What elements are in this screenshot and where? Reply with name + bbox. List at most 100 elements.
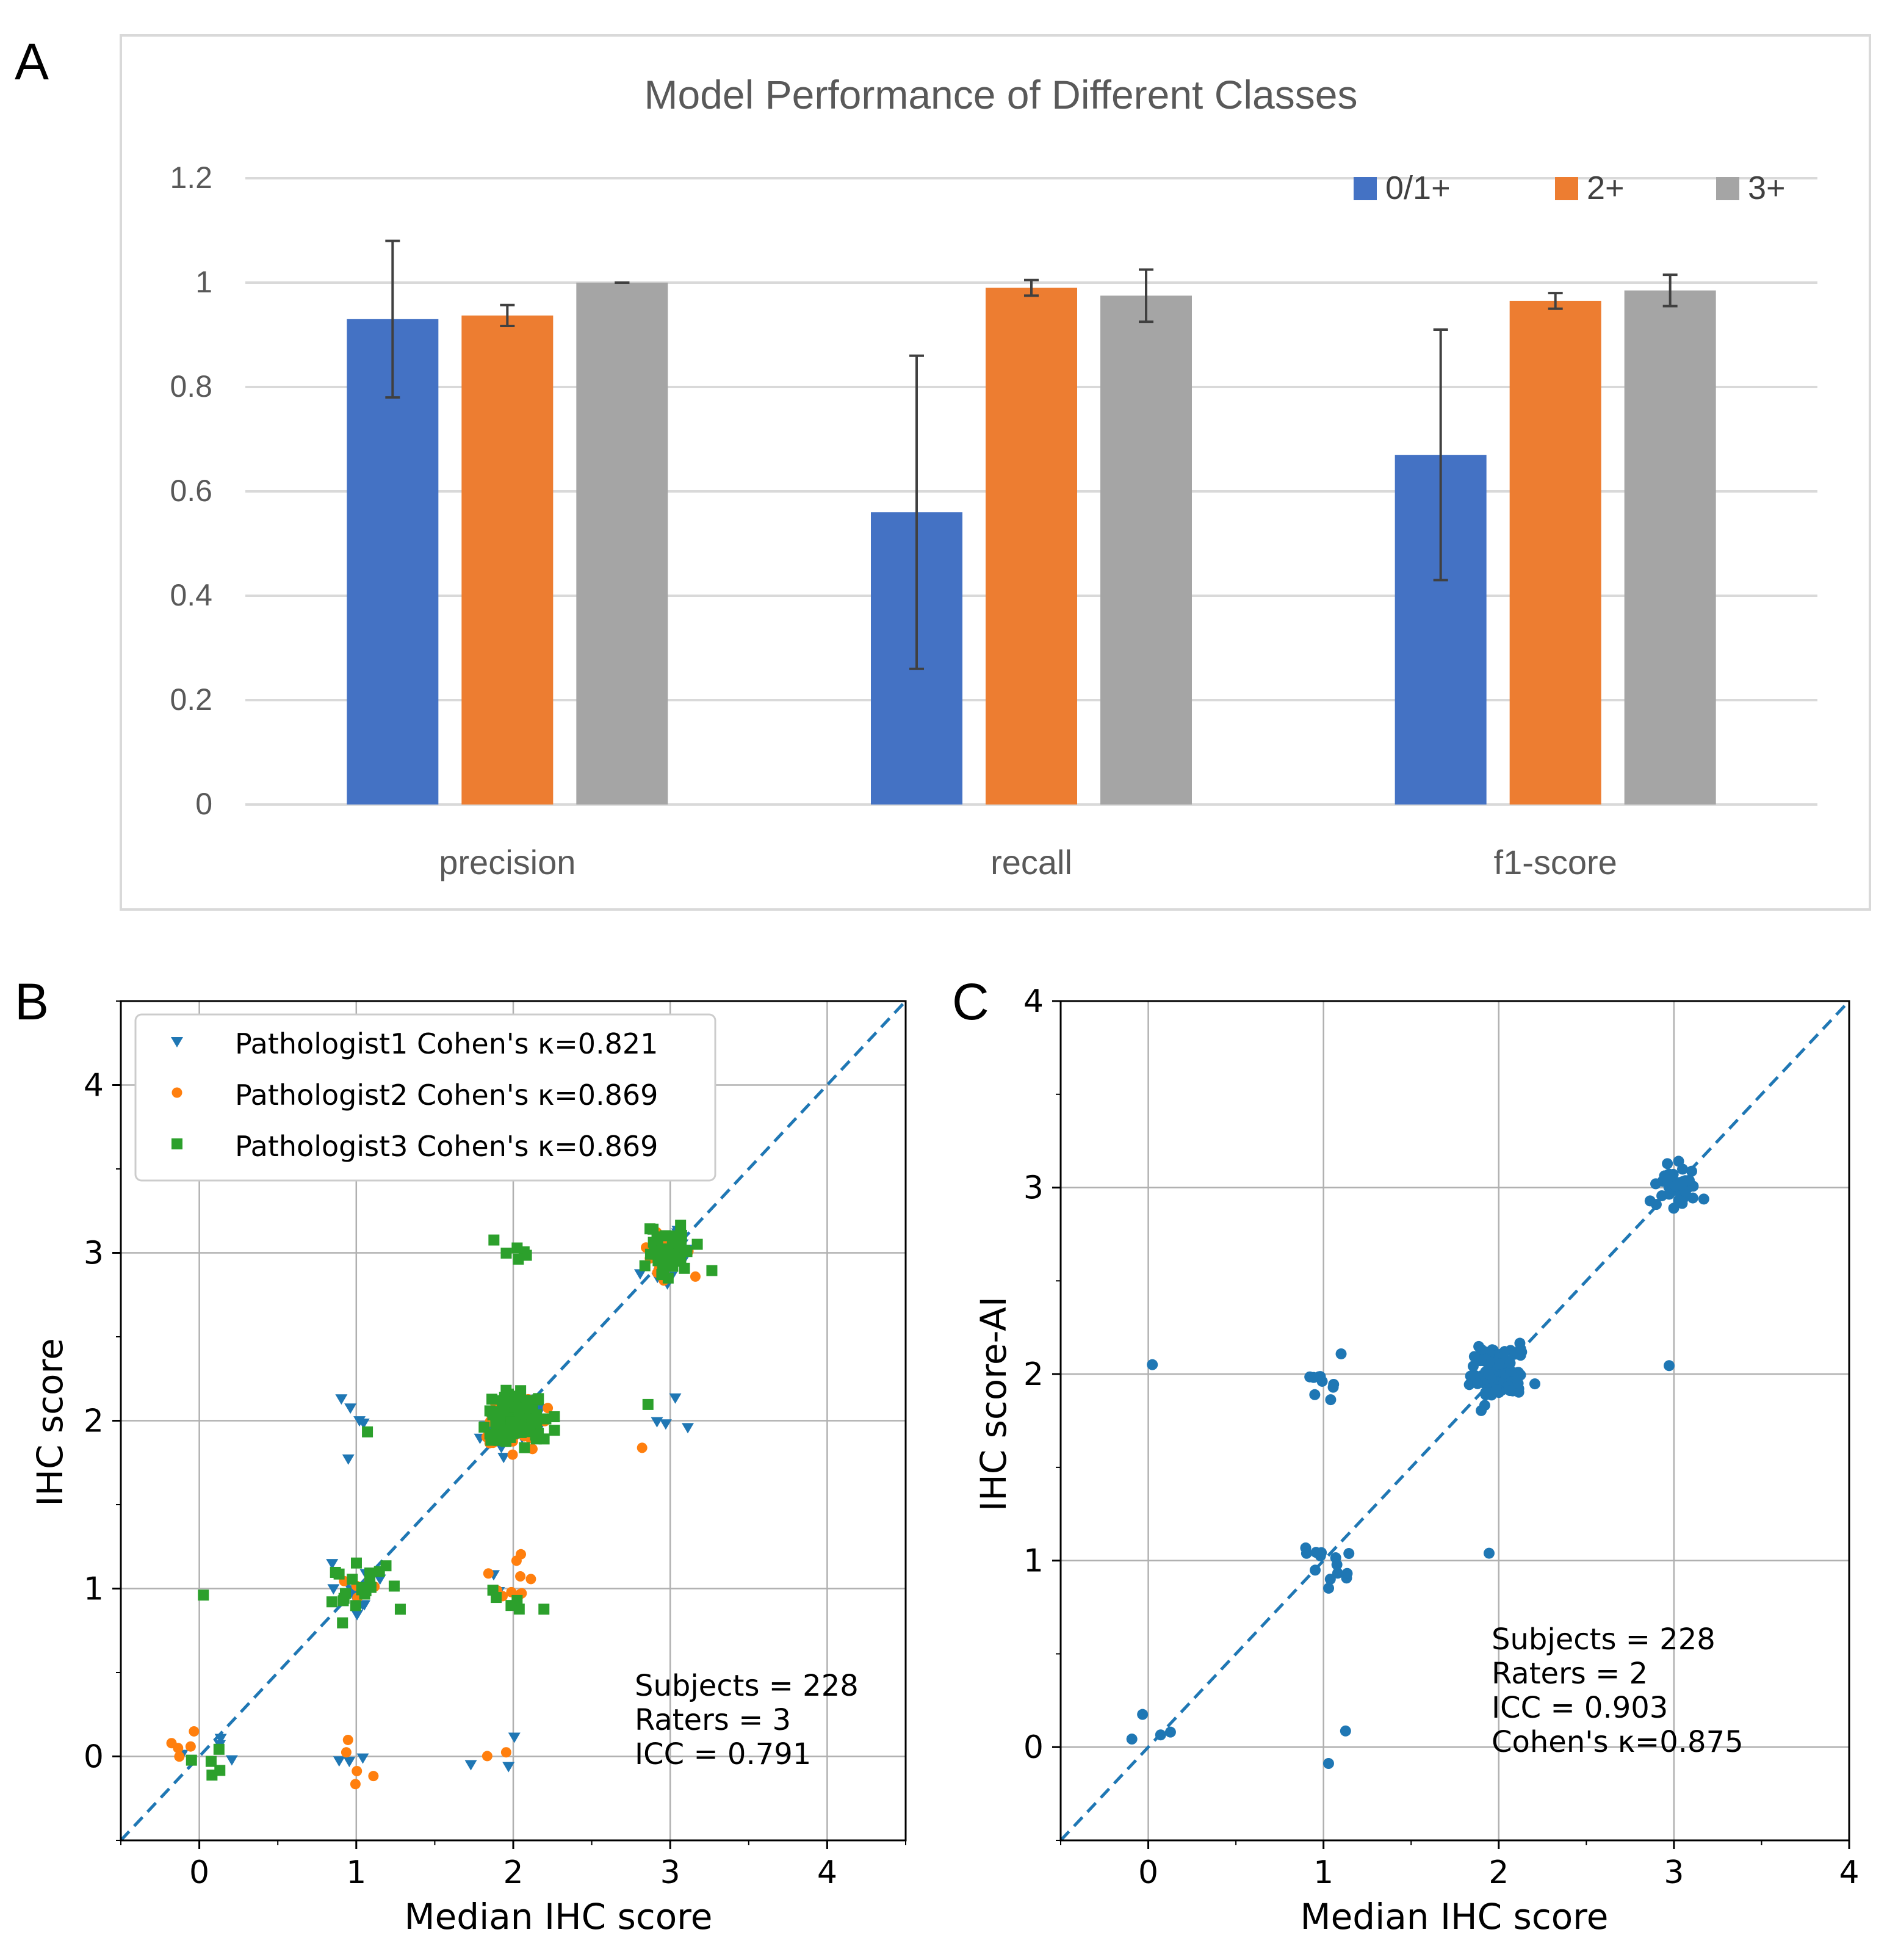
bar-chart-panel-a: Model Performance of Different Classes 0…	[120, 34, 1871, 911]
chart-b-x-label: Median IHC score	[405, 1896, 713, 1937]
chart-b-point	[205, 1756, 217, 1767]
chart-c-point	[1324, 1574, 1336, 1585]
chart-b-point	[368, 1771, 379, 1782]
chart-c-point	[1341, 1568, 1353, 1579]
chart-c-point	[1664, 1360, 1675, 1372]
chart-c-point	[1322, 1758, 1334, 1770]
chart-a-bar	[1509, 300, 1601, 805]
chart-c-point	[1300, 1542, 1312, 1553]
chart-b-point	[364, 1568, 376, 1579]
chart-a-x-tick-label: f1-score	[1494, 843, 1617, 881]
chart-c-point	[1698, 1193, 1709, 1205]
chart-b-point	[658, 1263, 669, 1275]
chart-c-point	[1164, 1726, 1176, 1738]
chart-b-point	[350, 1779, 361, 1790]
chart-c-point	[1529, 1378, 1540, 1390]
chart-c-x-label: Median IHC score	[1301, 1896, 1609, 1937]
chart-b-point	[362, 1426, 373, 1437]
chart-c-point	[1126, 1734, 1138, 1745]
chart-b-point	[326, 1596, 337, 1608]
chart-b-point	[494, 1416, 506, 1428]
chart-b-point	[506, 1586, 517, 1597]
chart-b-point	[185, 1741, 196, 1752]
chart-b-point	[500, 1747, 511, 1758]
chart-c-point	[1335, 1348, 1347, 1359]
chart-c-y-tick-label: 1	[1023, 1543, 1044, 1580]
chart-c-y-tick-label: 4	[1023, 983, 1044, 1020]
chart-b-points	[166, 1220, 718, 1790]
chart-c-y-tick-label: 3	[1023, 1170, 1044, 1207]
chart-b-point	[356, 1753, 369, 1764]
chart-b-x-tick-label: 1	[346, 1854, 366, 1891]
chart-b-stat: ICC = 0.791	[635, 1737, 811, 1771]
chart-b-point	[675, 1220, 687, 1231]
chart-b-point	[189, 1726, 200, 1737]
chart-b-point	[505, 1600, 517, 1611]
chart-b-y-tick-label: 2	[84, 1403, 104, 1440]
chart-b-point	[691, 1239, 703, 1250]
chart-b-point	[213, 1743, 225, 1755]
chart-c-point	[1155, 1729, 1166, 1741]
chart-b-point	[388, 1580, 400, 1592]
chart-c-point	[1673, 1155, 1684, 1167]
chart-b-point	[335, 1394, 348, 1405]
chart-a-legend-label: 2+	[1587, 170, 1625, 206]
chart-b-y-tick-label: 3	[84, 1235, 104, 1272]
chart-b-point	[339, 1588, 351, 1599]
chart-c-point	[1463, 1379, 1475, 1390]
chart-b-point	[669, 1393, 682, 1404]
chart-b-point	[356, 1584, 367, 1596]
chart-b-point	[350, 1557, 362, 1569]
chart-b-point	[508, 1732, 521, 1743]
chart-b-point	[549, 1425, 560, 1436]
chart-a-legend-swatch	[1716, 177, 1739, 200]
chart-b-point	[690, 1271, 701, 1282]
chart-b-point	[214, 1765, 226, 1776]
chart-a-legend: 0/1+ 2+ 3+	[1354, 170, 1786, 206]
chart-b-point	[502, 1762, 515, 1773]
chart-c-point	[1483, 1547, 1495, 1559]
chart-c-point	[1325, 1394, 1337, 1406]
chart-b-point	[500, 1384, 512, 1396]
chart-b-point	[659, 1419, 672, 1430]
chart-b-point	[540, 1413, 552, 1425]
chart-a-error-bars	[385, 239, 1678, 670]
chart-b-point	[350, 1600, 361, 1611]
chart-c-point	[1650, 1199, 1662, 1210]
chart-b-point	[642, 1398, 654, 1410]
chart-c-point	[1327, 1381, 1339, 1393]
chart-b-y-tick-label: 1	[84, 1571, 104, 1608]
chart-c-point	[1137, 1709, 1149, 1720]
chart-b-point	[516, 1549, 527, 1560]
chart-b-point	[637, 1442, 648, 1453]
chart-c-stat: ICC = 0.903	[1492, 1691, 1668, 1725]
chart-b-point	[533, 1393, 544, 1405]
chart-b-point	[509, 1401, 521, 1413]
chart-b-stat: Subjects = 228	[635, 1669, 859, 1703]
chart-c-point	[1310, 1547, 1322, 1558]
chart-a-bar	[1624, 290, 1716, 805]
chart-b-point	[173, 1743, 184, 1754]
chart-b-point	[326, 1559, 339, 1570]
chart-c-point	[1483, 1369, 1495, 1380]
chart-b-point	[633, 1269, 646, 1280]
panel-label-a: A	[15, 33, 49, 90]
chart-c-point	[1147, 1359, 1158, 1370]
chart-b-point	[538, 1604, 550, 1615]
chart-c-point	[1512, 1378, 1524, 1389]
panel-label-c: C	[952, 973, 989, 1030]
chart-b-point	[651, 1231, 663, 1243]
panel-label-b: B	[15, 973, 49, 1030]
chart-b-point	[669, 1254, 680, 1265]
chart-c-y-tick-label: 2	[1023, 1356, 1044, 1393]
chart-b-point	[225, 1755, 238, 1766]
chart-c-point	[1472, 1378, 1484, 1389]
chart-b-legend-marker	[171, 1087, 182, 1098]
chart-c-stat: Raters = 2	[1492, 1657, 1648, 1691]
chart-b-point	[351, 1610, 364, 1621]
chart-c-point	[1476, 1405, 1487, 1416]
chart-b-point	[507, 1449, 518, 1460]
chart-b-legend-label: Pathologist2 Cohen's κ=0.869	[235, 1079, 658, 1112]
chart-c-x-tick-label: 2	[1488, 1854, 1509, 1891]
chart-b-point	[373, 1574, 386, 1585]
